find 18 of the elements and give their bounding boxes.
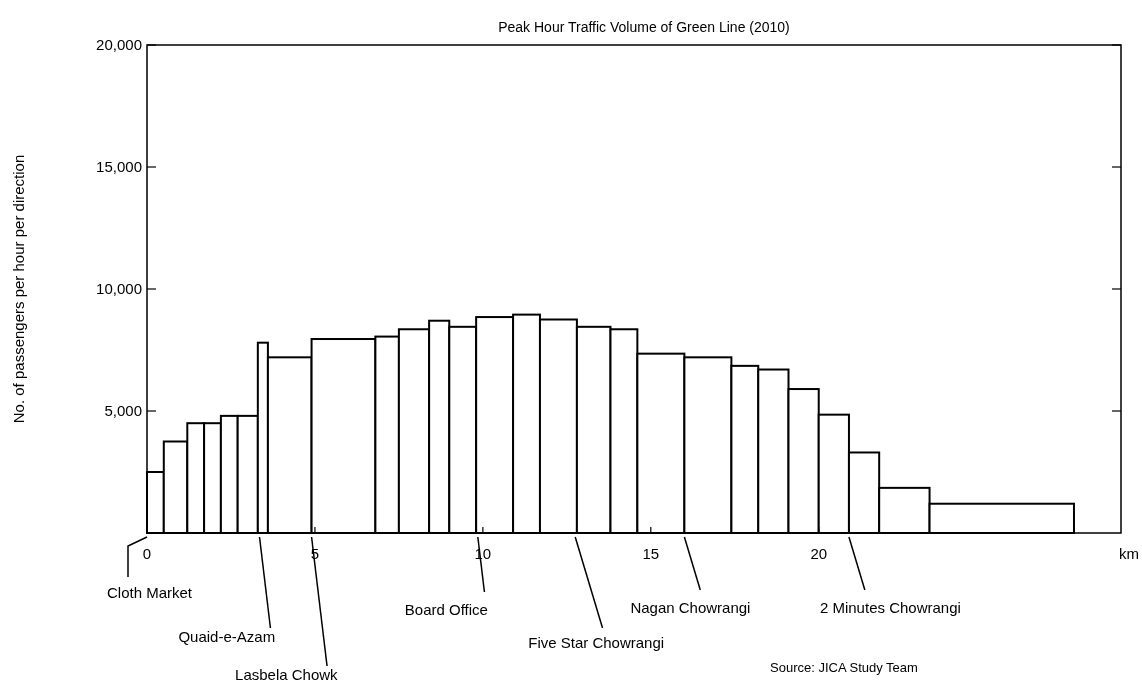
- y-tick-label: 5,000: [104, 402, 142, 420]
- x-tick-label: 20: [810, 545, 828, 562]
- y-tick-label: 10,000: [96, 280, 142, 298]
- annotation: Quaid-e-Azam: [178, 628, 276, 645]
- annotation: Board Office: [404, 601, 488, 618]
- y-tick-label: 15,000: [96, 158, 142, 176]
- x-tick-label: 15: [642, 545, 660, 562]
- annotation: Five Star Chowrangi: [528, 634, 665, 651]
- x-tick-label: 0: [142, 545, 152, 562]
- y-tick-label: 20,000: [96, 36, 142, 54]
- annotation: Nagan Chowrangi: [630, 599, 751, 616]
- chart-title: Peak Hour Traffic Volume of Green Line (2010): [498, 19, 790, 35]
- source-note: Source: JICA Study Team: [770, 660, 918, 675]
- annotation: Cloth Market: [107, 584, 193, 601]
- y-axis-title: No. of passengers per hour per direction: [10, 154, 27, 424]
- x-axis-title: km: [1119, 545, 1139, 562]
- annotation: 2 Minutes Chowrangi: [819, 599, 961, 616]
- annotation: Lasbela Chowk: [235, 666, 339, 683]
